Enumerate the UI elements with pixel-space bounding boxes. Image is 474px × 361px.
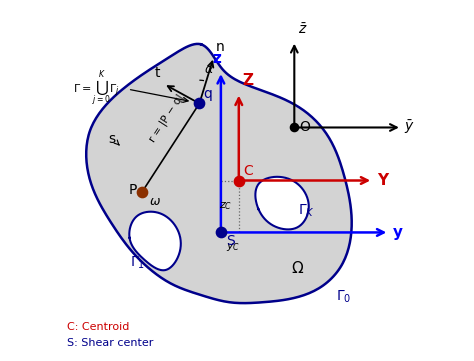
Text: n: n (216, 40, 224, 54)
Text: $\Gamma_1$: $\Gamma_1$ (129, 255, 145, 271)
Text: Y: Y (377, 173, 388, 188)
Text: y: y (393, 225, 403, 240)
Text: $\Omega$: $\Omega$ (292, 260, 304, 276)
Text: t: t (155, 66, 160, 80)
Polygon shape (255, 177, 309, 230)
Text: $z_C$: $z_C$ (219, 201, 232, 212)
Text: O: O (299, 121, 310, 135)
Text: $\Gamma = \bigcup_{j=0}^{K} \Gamma_j$: $\Gamma = \bigcup_{j=0}^{K} \Gamma_j$ (73, 69, 120, 109)
Text: r = |P − q|: r = |P − q| (147, 92, 186, 144)
Text: $\Gamma_0$: $\Gamma_0$ (336, 289, 351, 305)
Text: s: s (108, 132, 115, 146)
Text: $\bar{z}$: $\bar{z}$ (298, 22, 308, 37)
Point (138, 189, 146, 195)
Text: $\alpha$: $\alpha$ (204, 63, 214, 76)
Point (196, 101, 203, 106)
Text: S: Shear center: S: Shear center (67, 339, 153, 348)
Text: q: q (204, 87, 212, 101)
Text: P: P (128, 183, 137, 197)
Point (291, 125, 298, 130)
Text: $\omega$: $\omega$ (149, 195, 161, 208)
Point (235, 178, 243, 183)
Text: S: S (226, 234, 235, 248)
Text: C: C (244, 164, 253, 178)
Text: Z: Z (242, 73, 254, 88)
Polygon shape (129, 212, 181, 270)
Text: $y_C$: $y_C$ (226, 242, 240, 253)
Text: $\bar{y}$: $\bar{y}$ (403, 118, 414, 136)
Polygon shape (86, 44, 352, 303)
Point (217, 230, 225, 235)
Text: C: Centroid: C: Centroid (67, 322, 129, 332)
Text: $\Gamma_K$: $\Gamma_K$ (298, 203, 315, 219)
Text: z: z (212, 51, 221, 66)
